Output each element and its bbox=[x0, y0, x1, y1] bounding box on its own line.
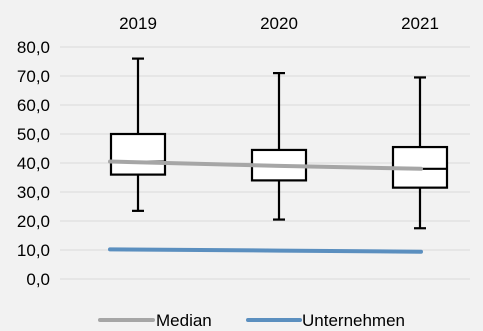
y-tick-label: 20,0 bbox=[17, 212, 50, 231]
legend-item: Unternehmen bbox=[246, 311, 405, 330]
y-tick-label: 50,0 bbox=[17, 125, 50, 144]
y-tick-label: 30,0 bbox=[17, 183, 50, 202]
legend: Median Unternehmen bbox=[98, 311, 405, 330]
category-label: 2020 bbox=[260, 14, 298, 33]
box-iqr bbox=[109, 132, 167, 176]
legend-label: Median bbox=[156, 311, 212, 330]
category-label: 2019 bbox=[119, 14, 157, 33]
series-line-median bbox=[108, 159, 423, 171]
y-tick-label: 0,0 bbox=[26, 270, 50, 289]
series-lines bbox=[108, 159, 423, 254]
legend-label: Unternehmen bbox=[302, 311, 405, 330]
y-axis-tick-labels: 0,0 10,0 20,0 30,0 40,0 50,0 60,0 70,0 80,0 bbox=[17, 38, 50, 289]
category-label: 2021 bbox=[401, 14, 439, 33]
y-tick-label: 80,0 bbox=[17, 38, 50, 57]
y-tick-label: 60,0 bbox=[17, 96, 50, 115]
y-tick-label: 40,0 bbox=[17, 154, 50, 173]
y-tick-label: 70,0 bbox=[17, 67, 50, 86]
series-line-unternehmen bbox=[108, 247, 423, 254]
category-labels: 2019 2020 2021 bbox=[119, 14, 439, 33]
y-tick-label: 10,0 bbox=[17, 241, 50, 260]
legend-item: Median bbox=[98, 311, 212, 330]
